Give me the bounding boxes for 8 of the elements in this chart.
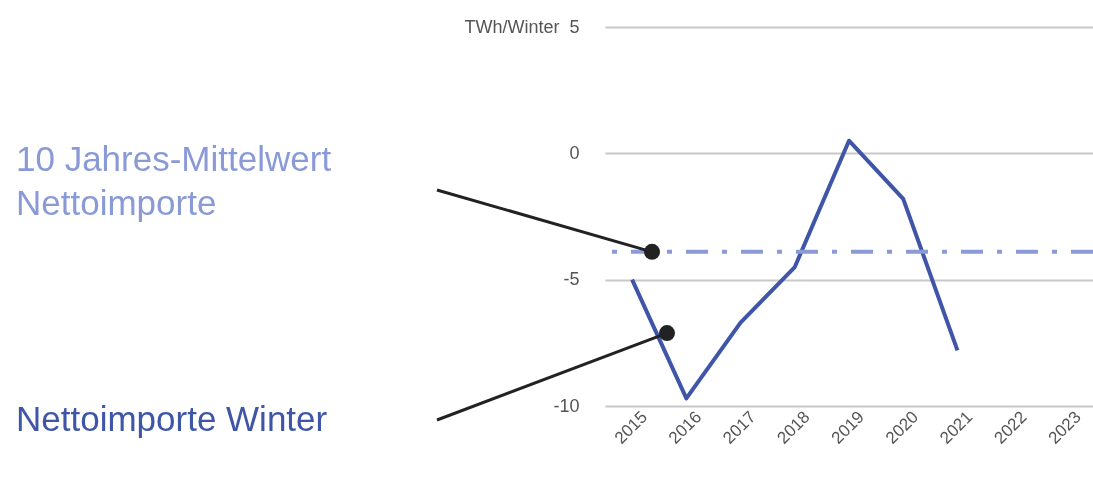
y-tick-label: 5 (569, 16, 580, 37)
y-axis-title: TWh/Winter (464, 16, 560, 37)
text: Nettoimporte Winter (16, 398, 328, 440)
y-tick-label: -5 (563, 269, 580, 290)
line-series (630, 138, 960, 401)
y-tick-label: -10 (553, 395, 580, 416)
ref-line-label: 10 Jahres-Mittelwert Nettoimporte (16, 138, 333, 224)
y-tick-label: 0 (569, 142, 580, 163)
